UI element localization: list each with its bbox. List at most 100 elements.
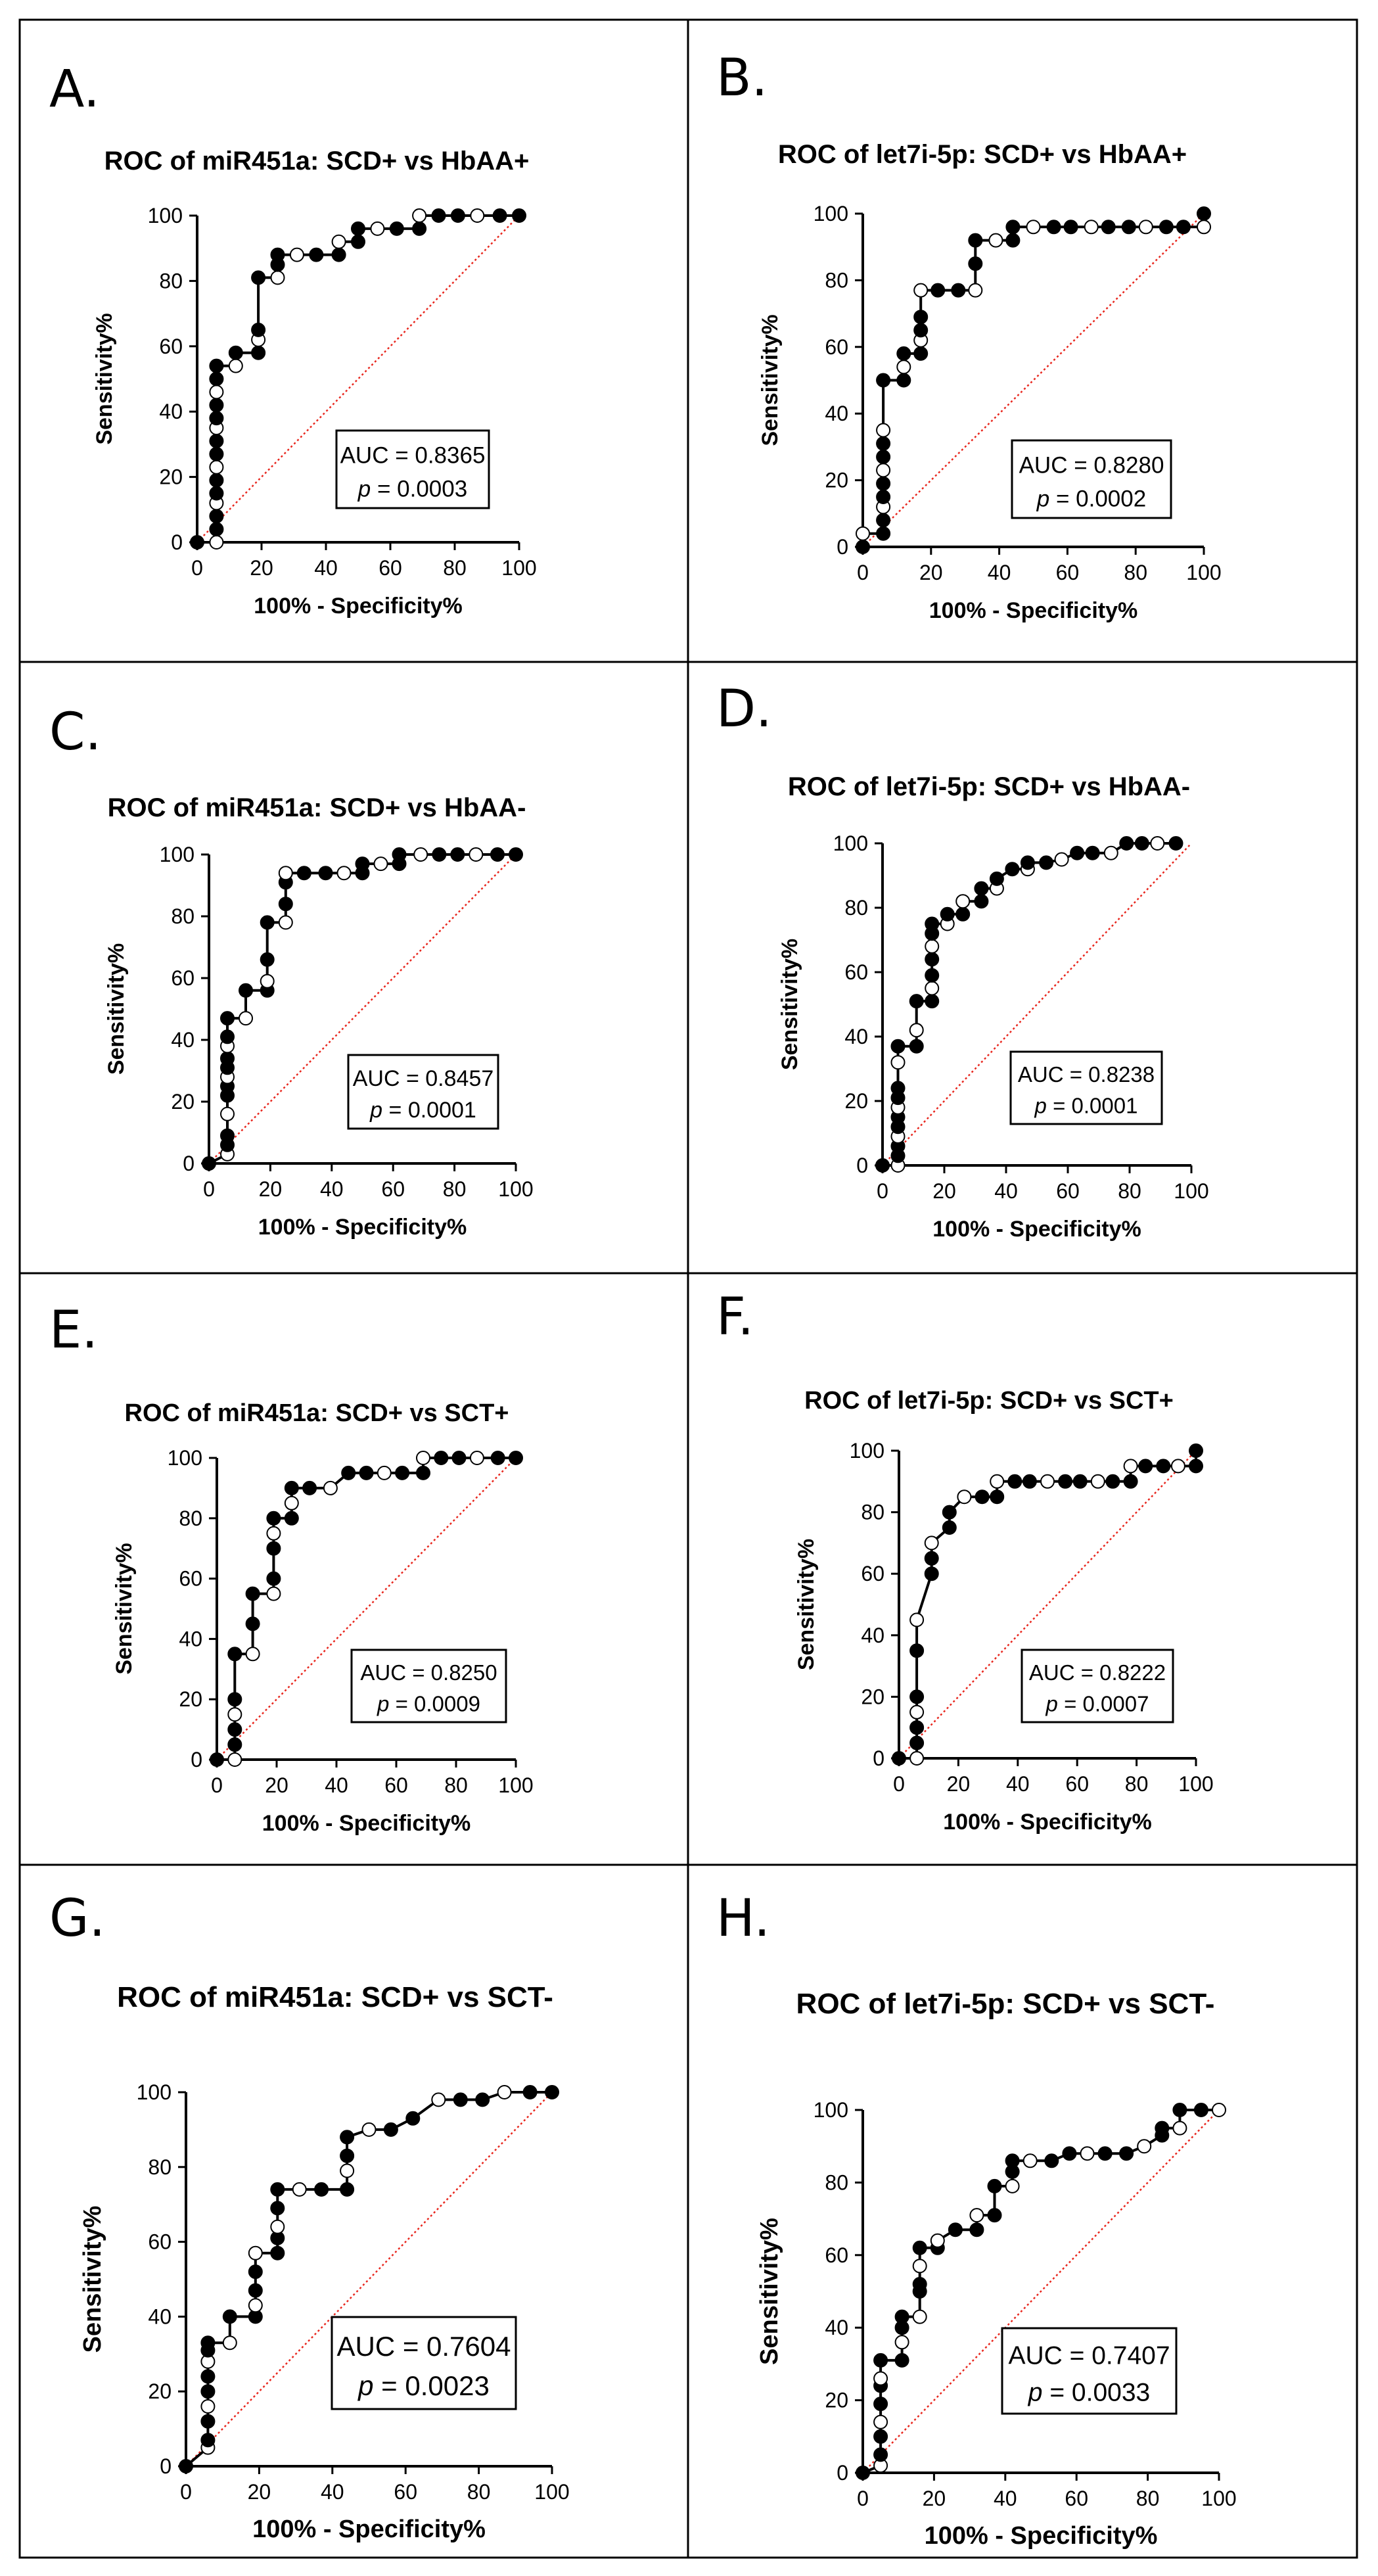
p-value: p = 0.0002 (1036, 486, 1146, 511)
y-tick-label: 0 (160, 2454, 172, 2478)
roc-point (873, 2414, 888, 2429)
roc-point (220, 1011, 235, 1026)
roc-point (1062, 2146, 1077, 2161)
roc-point (270, 2182, 285, 2197)
stat-box (331, 2316, 517, 2410)
x-tick-label: 20 (919, 561, 943, 584)
roc-point (909, 1720, 925, 1735)
reference-line (882, 843, 1192, 1166)
roc-point (469, 1451, 484, 1465)
roc-point (909, 1751, 925, 1766)
roc-point (1007, 1474, 1022, 1489)
roc-point (1005, 220, 1021, 235)
x-tick-label: 40 (320, 1177, 344, 1201)
chart-title: ROC of miR451a: SCD+ vs HbAA+ (104, 147, 530, 176)
roc-point (876, 526, 891, 541)
y-tick-label: 0 (837, 2461, 848, 2485)
x-axis-title: 100% - Specificity% (932, 1217, 1141, 1242)
reference-line (862, 213, 1205, 548)
roc-point (509, 847, 523, 862)
roc-point (1176, 220, 1191, 235)
roc-point (987, 2208, 1002, 2223)
y-tick-label: 40 (844, 1025, 868, 1048)
roc-point (909, 1643, 925, 1658)
roc-point (470, 208, 485, 223)
roc-point (266, 1586, 281, 1601)
roc-point (951, 283, 966, 298)
roc-point (1005, 2178, 1020, 2193)
roc-point (377, 1465, 392, 1480)
roc-point (913, 346, 929, 361)
x-axis-title: 100% - Specificity% (258, 1215, 467, 1240)
roc-point (209, 358, 224, 373)
roc-point (894, 2309, 909, 2324)
stat-box (1009, 1050, 1163, 1125)
roc-point (395, 1465, 410, 1480)
roc-point (1103, 845, 1118, 860)
y-tick-label: 80 (171, 904, 195, 928)
roc-point (1005, 2153, 1020, 2168)
roc-point (912, 2259, 927, 2274)
x-tick-label: 80 (1118, 1179, 1141, 1203)
roc-point (383, 2122, 398, 2137)
roc-point (522, 2085, 538, 2099)
roc-point (1058, 1474, 1073, 1489)
y-tick-label: 80 (159, 269, 183, 293)
roc-point (1172, 2120, 1187, 2136)
roc-point (340, 2130, 355, 2145)
y-tick-label: 60 (825, 2243, 848, 2267)
x-tick-label: 40 (325, 1773, 348, 1797)
roc-point (1090, 1474, 1105, 1489)
roc-point (490, 847, 505, 862)
chart-title: ROC of miR451a: SCD+ vs HbAA- (108, 793, 526, 822)
roc-point (228, 345, 243, 360)
roc-point (1134, 836, 1149, 851)
p-number: = 0.0023 (374, 2370, 490, 2401)
roc-point (909, 1735, 925, 1750)
p-value: p = 0.0007 (1045, 1692, 1149, 1716)
roc-point (209, 459, 224, 475)
y-tick-label: 0 (191, 1748, 202, 1771)
roc-point (975, 1489, 990, 1505)
x-tick-label: 80 (443, 556, 467, 580)
x-tick-label: 100 (498, 1773, 533, 1797)
roc-point (909, 1039, 924, 1054)
roc-point (930, 283, 946, 298)
roc-point (220, 1029, 235, 1044)
roc-point (209, 398, 224, 413)
y-tick-label: 40 (159, 400, 183, 423)
x-tick-label: 20 (248, 2480, 271, 2504)
roc-point (373, 856, 388, 872)
roc-point (957, 1489, 972, 1505)
p-symbol: p (357, 2370, 373, 2401)
chart-panel-c: C. ROC of miR451a: SCD+ vs HbAA- 0 20 40 60 80… (49, 703, 534, 1240)
roc-point (405, 2111, 421, 2126)
roc-point (876, 490, 891, 504)
panel-label: F. (716, 1288, 754, 1347)
chart-title: ROC of let7i-5p: SCD+ vs HbAA+ (778, 140, 1187, 169)
y-tick-label: 80 (825, 2170, 848, 2194)
y-tick-label: 80 (844, 896, 868, 920)
roc-point (924, 1535, 939, 1551)
roc-point (969, 2208, 984, 2223)
roc-point (412, 208, 427, 223)
roc-point (876, 423, 891, 438)
roc-point (1044, 2153, 1059, 2168)
roc-point (227, 1707, 242, 1722)
x-tick-label: 0 (877, 1179, 888, 1203)
p-symbol: p (377, 1692, 389, 1716)
p-value: p = 0.0001 (1034, 1094, 1138, 1118)
roc-point (948, 2222, 963, 2237)
y-tick-label: 60 (148, 2230, 172, 2254)
roc-point (1070, 845, 1085, 860)
roc-point (896, 346, 911, 361)
roc-point (227, 1692, 242, 1707)
y-tick-label: 20 (844, 1089, 868, 1113)
roc-point (876, 513, 891, 528)
x-tick-label: 60 (1065, 1772, 1089, 1796)
roc-point (1084, 220, 1099, 235)
x-tick-label: 60 (1056, 561, 1080, 584)
roc-point (1159, 220, 1174, 235)
y-tick-label: 40 (825, 2316, 848, 2339)
